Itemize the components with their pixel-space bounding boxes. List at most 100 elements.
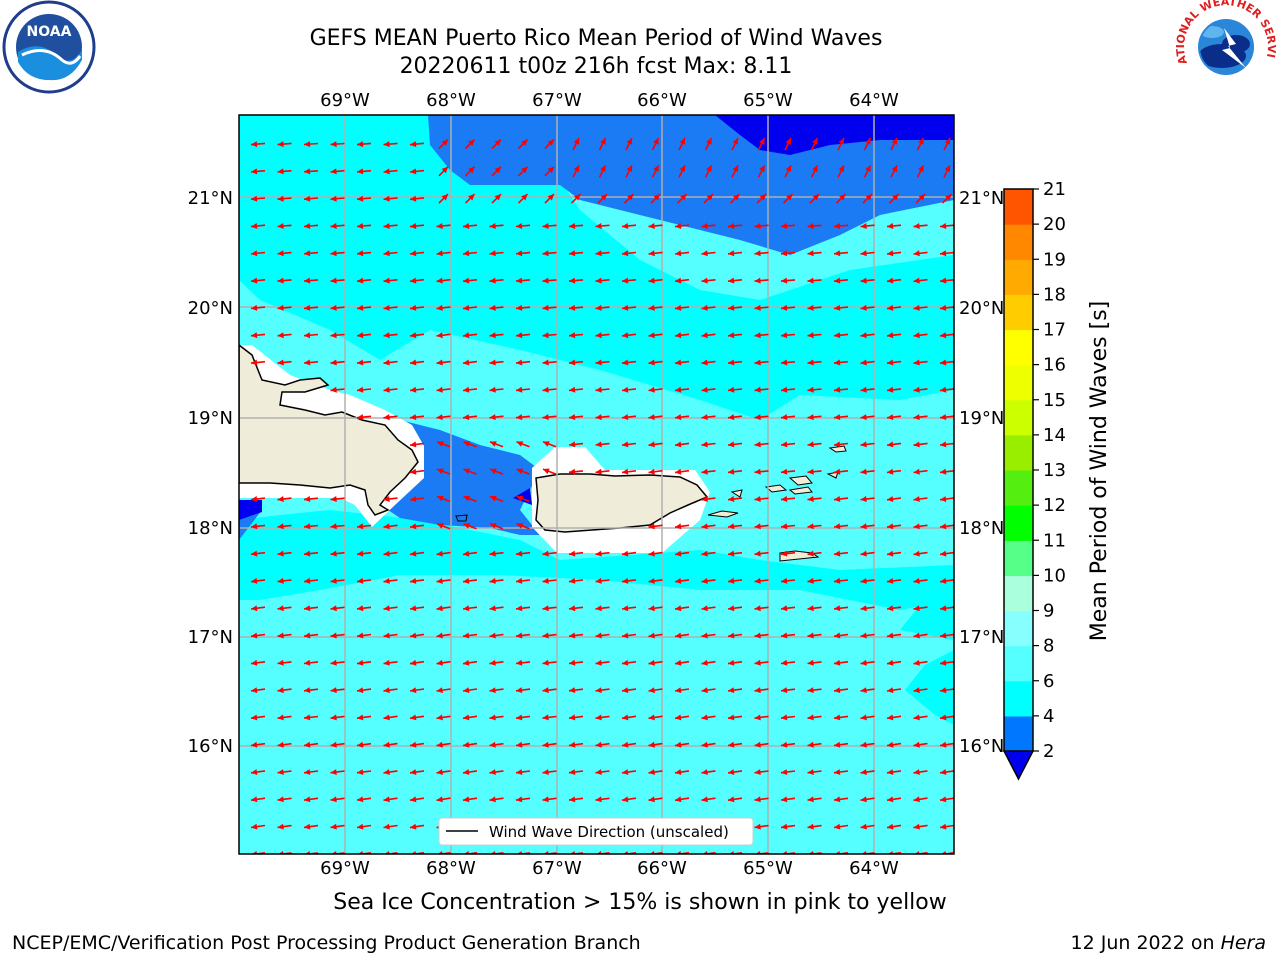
wind-wave-arrow-head <box>330 632 337 639</box>
lon-label-bottom: 66°W <box>637 858 687 879</box>
wind-wave-arrow-head <box>516 687 523 694</box>
wind-wave-arrow-head <box>860 550 867 557</box>
wind-wave-arrow-head <box>251 195 258 202</box>
wind-wave-arrow-head <box>410 550 417 557</box>
wind-wave-arrow-head <box>330 304 337 311</box>
wind-wave-arrow-head <box>383 496 390 502</box>
st-thomas-island <box>764 484 788 493</box>
wind-wave-arrow-head <box>648 250 655 257</box>
wind-wave-arrow-head <box>436 796 443 803</box>
wind-wave-arrow-head <box>648 441 655 448</box>
wind-wave-arrow-head <box>913 687 920 694</box>
wind-wave-arrow-head <box>940 578 947 584</box>
wind-wave-arrow-head <box>754 441 761 448</box>
wind-wave-arrow-head <box>357 823 364 830</box>
wind-wave-arrow-head <box>754 304 761 311</box>
nws-logo: NATIONAL WEATHER SERVICE <box>0 0 1278 93</box>
wind-wave-arrow-head <box>701 714 708 721</box>
ocean-cyan-north <box>239 115 954 420</box>
wind-wave-arrow-head <box>781 605 788 612</box>
wind-wave-arrow-head <box>542 577 549 584</box>
wind-wave-arrow-head <box>913 250 920 257</box>
wind-wave-arrow-head <box>330 577 337 584</box>
wind-wave-arrow-head <box>277 605 284 612</box>
wind-wave-arrow-head <box>436 250 443 257</box>
wind-wave-arrow-head <box>463 277 470 284</box>
wind-wave-arrow-head <box>781 414 788 421</box>
wind-wave-arrow-head <box>728 577 735 584</box>
wind-wave-arrow-head <box>860 605 867 612</box>
wind-wave-arrow-head <box>728 223 735 229</box>
wind-wave-arrow-head <box>489 277 496 284</box>
wind-wave-arrow-head <box>383 277 390 284</box>
wind-wave-arrow-head <box>834 277 841 284</box>
wind-wave-arrow-head <box>807 823 814 830</box>
wind-wave-arrow-head <box>251 577 258 584</box>
wind-wave-arrow-head <box>436 632 443 639</box>
wind-wave-arrow-head <box>653 138 659 145</box>
wind-wave-arrow-head <box>945 194 952 201</box>
wind-wave-arrow-head <box>728 441 735 448</box>
anegada-island <box>826 471 839 479</box>
wind-wave-arrow-head <box>812 165 818 172</box>
wind-wave-arrow-head <box>940 250 947 257</box>
wind-wave-arrow-head <box>622 769 629 775</box>
wind-wave-arrow-head <box>357 659 364 666</box>
ocean-cyan-south <box>239 510 954 610</box>
wind-wave-arrow-head <box>807 332 814 339</box>
wind-wave-arrow-head <box>918 165 924 172</box>
colorbar-tick-label: 8 <box>1043 636 1054 657</box>
wind-wave-arrow-head <box>648 741 655 748</box>
wind-wave-arrow-head <box>436 277 443 284</box>
wind-wave-arrow-head <box>860 632 867 639</box>
wind-wave-arrow-head <box>648 605 655 612</box>
wind-wave-arrow-head <box>410 250 417 257</box>
wind-wave-arrow-head <box>648 304 655 311</box>
wind-wave-arrow-head <box>860 714 867 721</box>
wind-wave-arrow-head <box>781 550 788 557</box>
wind-wave-arrow-head <box>675 741 682 748</box>
ocean-blue-north <box>428 115 954 255</box>
colorbar-tick-label: 13 <box>1043 460 1066 481</box>
wind-wave-arrow-head <box>600 194 607 201</box>
wind-wave-arrow-head <box>807 496 814 502</box>
wind-wave-arrow-head <box>913 304 920 311</box>
wind-wave-arrow-head <box>860 250 867 257</box>
wind-wave-arrow-head <box>521 166 528 174</box>
wind-wave-arrow-head <box>648 414 655 421</box>
wind-wave-arrow-head <box>940 332 947 339</box>
wind-wave-arrow-head <box>489 332 496 339</box>
map-legend: Wind Wave Direction (unscaled) <box>438 817 754 846</box>
colorbar-tick-label: 2 <box>1043 741 1054 762</box>
wind-wave-arrow-head <box>516 332 523 339</box>
wind-wave-arrow-head <box>304 823 311 830</box>
wind-wave-arrow-head <box>436 687 443 694</box>
wind-wave-arrow-head <box>701 632 708 639</box>
wind-wave-arrow-head <box>940 769 947 775</box>
wind-wave-arrow-head <box>940 496 947 502</box>
wind-wave-arrow-head <box>304 304 311 311</box>
wind-wave-arrow-head <box>675 468 682 475</box>
wind-wave-arrow-head <box>860 578 867 584</box>
wind-wave-arrow-head <box>701 496 708 502</box>
wind-wave-arrow-head <box>277 141 284 148</box>
wind-wave-arrow-head <box>489 223 496 229</box>
wind-wave-arrow-head <box>887 769 894 775</box>
wind-wave-arrow-head <box>860 468 867 475</box>
wind-wave-arrow-head <box>834 304 841 311</box>
map-title: GEFS MEAN Puerto Rico Mean Period of Win… <box>309 26 883 51</box>
wind-wave-arrow-head <box>490 468 497 475</box>
wind-wave-arrow-head <box>701 277 708 284</box>
wind-wave-arrow-head <box>807 605 814 612</box>
footer-date: 12 Jun 2022 on Hera <box>1071 932 1266 954</box>
wind-wave-arrow-head <box>675 796 682 803</box>
wind-wave-arrow-head <box>436 332 443 339</box>
wind-wave-arrow-head <box>357 687 364 694</box>
wind-wave-arrow-head <box>622 441 629 448</box>
wind-wave-arrow-head <box>865 138 871 145</box>
wind-wave-arrow-head <box>436 550 443 557</box>
wind-wave-arrow-head <box>940 741 947 748</box>
wind-wave-arrow-head <box>516 359 523 366</box>
wind-wave-arrow-head <box>410 523 417 530</box>
